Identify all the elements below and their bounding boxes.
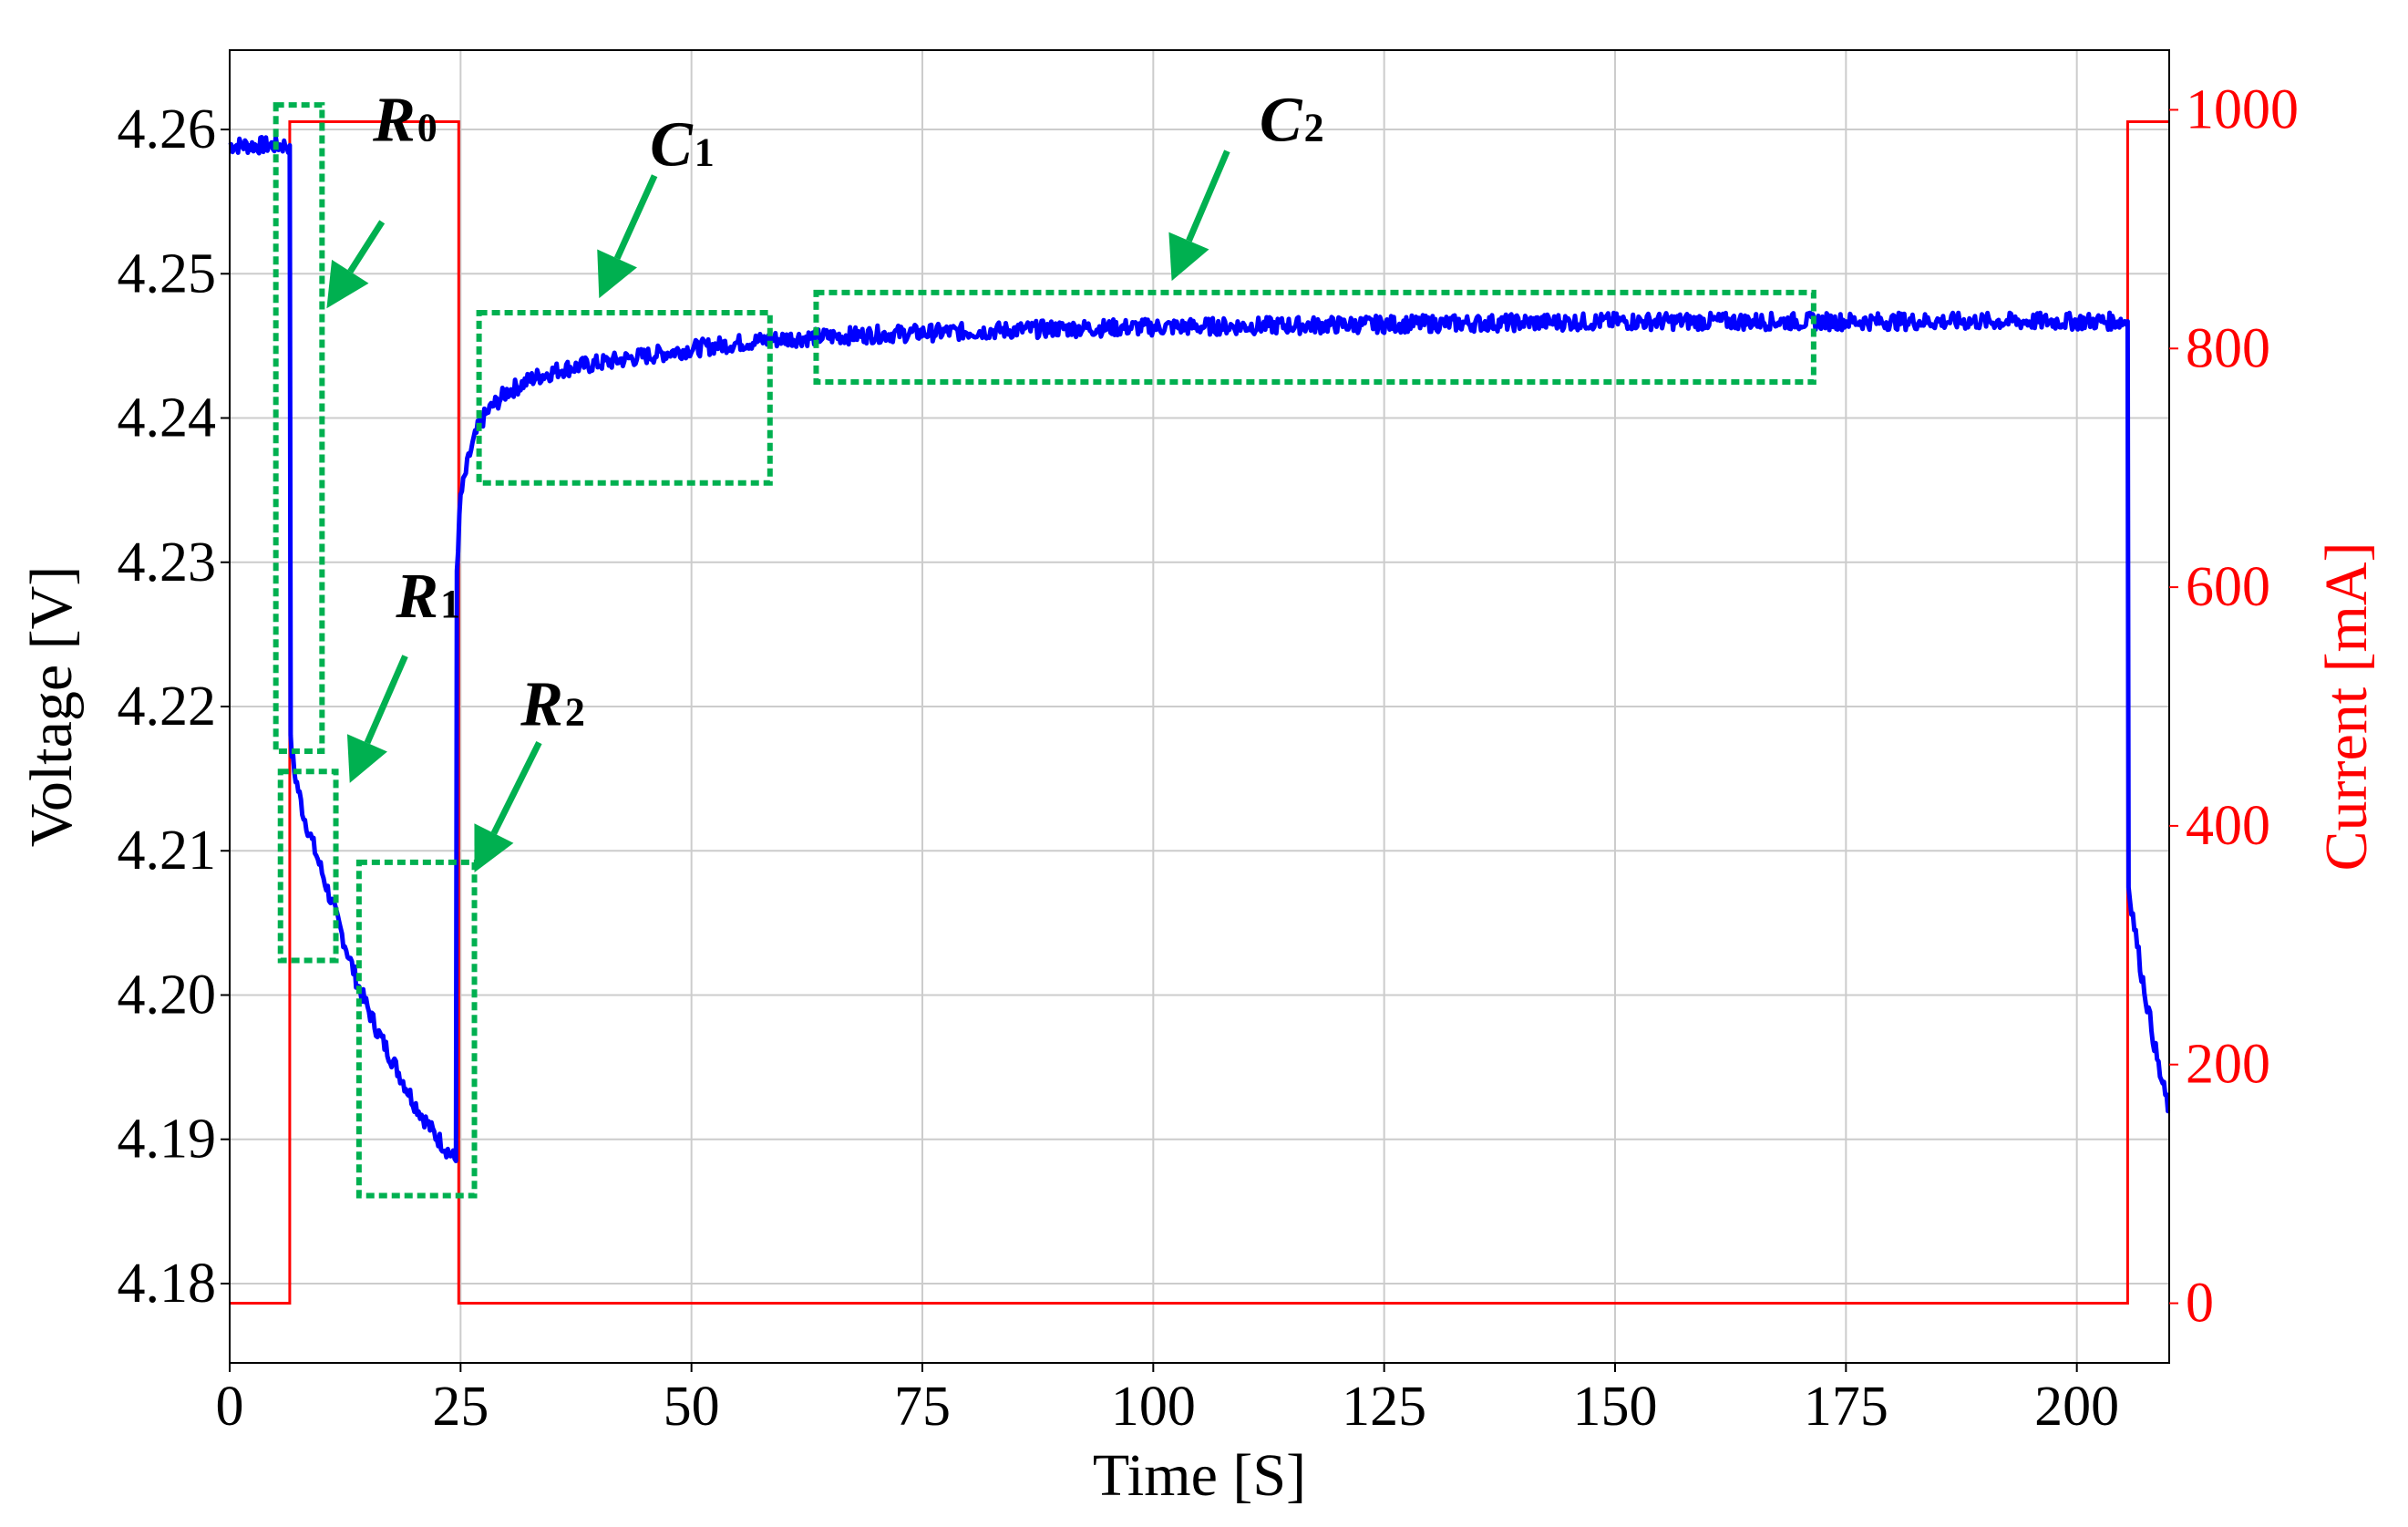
- annotation-subscript: 2: [1304, 106, 1324, 150]
- annotation-subscript: 1: [440, 582, 460, 626]
- arrow-shaft: [364, 655, 408, 745]
- c2-box: [813, 289, 1816, 385]
- arrow-head: [346, 734, 387, 783]
- arrow-head: [1168, 232, 1209, 282]
- annotation-symbol: R: [372, 86, 416, 156]
- y-right-tick-label: 1000: [2186, 78, 2299, 140]
- annotation-label-c2: C2: [1260, 86, 1324, 156]
- voltage-series-line: [228, 134, 2171, 1163]
- x-tick-label: 125: [1342, 1376, 1426, 1438]
- x-tick-label: 175: [1804, 1376, 1888, 1438]
- c1-arrow: [597, 174, 658, 299]
- y-left-axis-ticks: 4.18 4.19 4.20 4.21 4.22 4.23 4.24 4.25 4.26: [118, 98, 230, 1315]
- grid-lines: [229, 50, 2169, 1363]
- y-left-tick-label: 4.19: [118, 1109, 217, 1171]
- r2-arrow: [474, 741, 542, 872]
- y-left-tick-label: 4.21: [118, 820, 217, 882]
- x-tick-label: 0: [216, 1376, 244, 1438]
- annotation-subscript: 2: [565, 690, 585, 735]
- y-left-tick-label: 4.18: [118, 1253, 217, 1315]
- annotation-label-c1: C1: [650, 110, 715, 181]
- r2-box: [355, 859, 478, 1199]
- y-left-tick-label: 4.23: [118, 531, 217, 593]
- r0-arrow: [326, 220, 386, 309]
- arrow-shaft: [347, 220, 386, 273]
- y-left-axis-label: Voltage [V]: [18, 566, 85, 848]
- annotation-symbol: C: [650, 110, 694, 181]
- y-left-tick-label: 4.25: [118, 242, 217, 304]
- r1-box: [277, 769, 339, 964]
- arrow-head: [474, 823, 514, 872]
- x-axis-label: Time [S]: [1093, 1442, 1306, 1509]
- x-tick-label: 150: [1573, 1376, 1658, 1438]
- arrow-head: [326, 259, 369, 309]
- y-right-tick-label: 800: [2186, 317, 2270, 379]
- x-tick-label: 200: [2034, 1376, 2119, 1438]
- y-left-tick-label: 4.20: [118, 964, 217, 1026]
- y-right-tick-label: 200: [2186, 1034, 2270, 1096]
- annotation-symbol: R: [520, 670, 563, 740]
- arrow-head: [597, 249, 637, 299]
- annotation-symbol: R: [395, 562, 438, 632]
- annotation-arrows: [326, 150, 1230, 872]
- y-left-tick-label: 4.26: [118, 98, 217, 160]
- annotation-boxes: [273, 102, 1816, 1199]
- y-right-tick-label: 600: [2186, 556, 2270, 618]
- arrow-shaft: [613, 174, 658, 260]
- x-tick-label: 50: [664, 1376, 720, 1438]
- y-left-tick-label: 4.22: [118, 676, 217, 738]
- x-tick-label: 100: [1111, 1376, 1196, 1438]
- y-right-axis-ticks: 0 200 400 600 800 1000: [2169, 78, 2299, 1335]
- arrow-shaft: [490, 741, 542, 835]
- y-right-tick-label: 400: [2186, 795, 2270, 857]
- r0-box: [273, 102, 325, 755]
- c2-arrow: [1168, 150, 1230, 282]
- y-right-axis-label: Current [mA]: [2313, 542, 2380, 871]
- series-layer: [228, 120, 2171, 1305]
- annotation-label-r1: R1: [395, 562, 460, 632]
- x-axis-ticks: 0 25 50 75 100 125 150 175 200: [216, 1363, 2119, 1438]
- r1-arrow: [346, 655, 408, 783]
- arrow-shaft: [1186, 150, 1230, 242]
- annotation-label-r0: R0: [372, 86, 437, 156]
- annotation-subscript: 0: [417, 106, 437, 150]
- y-right-tick-label: 0: [2186, 1273, 2214, 1335]
- c1-box: [476, 310, 773, 486]
- annotation-label-r2: R2: [520, 670, 585, 740]
- x-tick-label: 75: [894, 1376, 951, 1438]
- annotation-symbol: C: [1260, 86, 1303, 156]
- annotation-subscript: 1: [695, 130, 715, 175]
- x-tick-label: 25: [432, 1376, 489, 1438]
- y-left-tick-label: 4.24: [118, 387, 217, 449]
